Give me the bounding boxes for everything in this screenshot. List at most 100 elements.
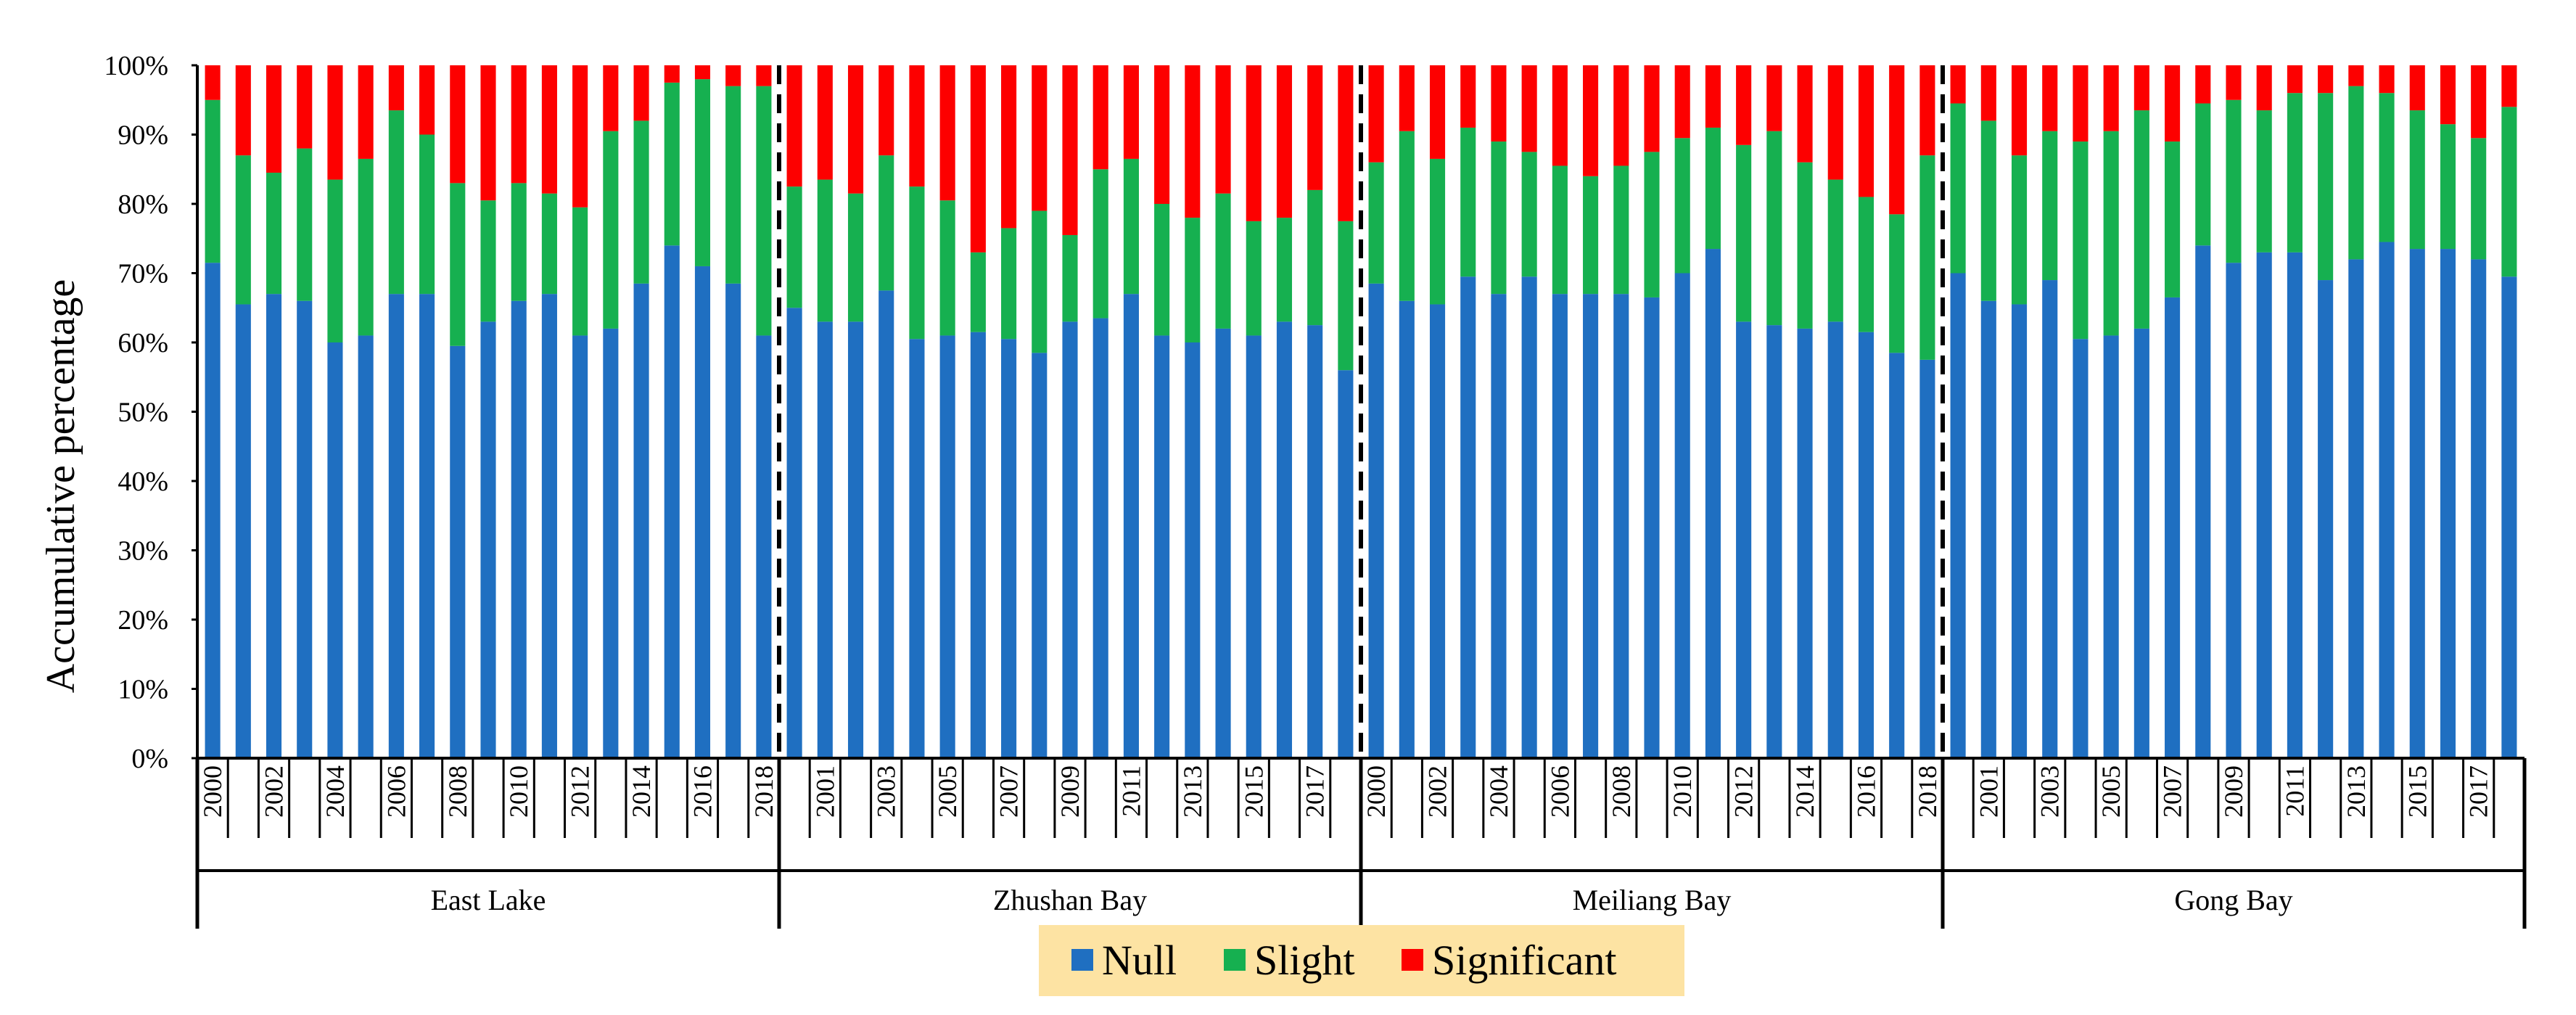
- bar-slight: [1123, 158, 1139, 295]
- bar-slight: [2318, 93, 2334, 281]
- bar-null: [572, 335, 588, 758]
- bar-significant: [909, 65, 925, 187]
- bar-null: [1613, 294, 1629, 758]
- bar-null: [2133, 328, 2149, 758]
- bar-slight: [970, 252, 986, 332]
- bar-slight: [2409, 110, 2425, 250]
- bar-slight: [450, 183, 466, 346]
- x-tick-label: 2001: [810, 765, 839, 818]
- bar-null: [1368, 283, 1384, 758]
- y-tick-label: 90%: [118, 120, 168, 151]
- bar-slight: [2011, 155, 2028, 305]
- bar-significant: [1399, 65, 1415, 131]
- bar-significant: [205, 65, 221, 100]
- bar-slight: [327, 179, 343, 342]
- bar-slight: [1889, 214, 1905, 353]
- bar-null: [1276, 321, 1293, 759]
- bar-slight: [419, 134, 435, 295]
- x-tick-label: 2009: [2219, 765, 2248, 818]
- bar-null: [939, 335, 955, 758]
- y-tick-label: 80%: [118, 189, 168, 220]
- bar-null: [1491, 294, 1507, 758]
- x-tick-label: 2008: [1607, 765, 1636, 818]
- bar-slight: [909, 186, 925, 340]
- x-tick-label: 2014: [627, 765, 656, 818]
- bar-slight: [2256, 110, 2272, 252]
- bar-null: [2011, 304, 2028, 759]
- bar-significant: [2073, 65, 2089, 142]
- bar-significant: [2133, 65, 2149, 111]
- bar-slight: [817, 179, 833, 322]
- bar-slight: [2471, 138, 2487, 260]
- bar-null: [1766, 325, 1782, 758]
- bar-null: [511, 300, 527, 758]
- bar-slight: [1613, 165, 1629, 295]
- bar-null: [1429, 304, 1446, 759]
- bar-null: [1950, 273, 1966, 758]
- bar-significant: [970, 65, 986, 252]
- y-tick-label: 40%: [118, 467, 168, 497]
- bar-slight: [1980, 120, 1996, 301]
- bar-slight: [1644, 152, 1660, 297]
- bar-null: [847, 321, 864, 759]
- bar-null: [205, 263, 221, 758]
- bar-null: [2042, 280, 2058, 758]
- bar-significant: [633, 65, 649, 121]
- bar-significant: [2195, 65, 2211, 104]
- x-tick-label: 2006: [382, 765, 411, 818]
- bar-null: [450, 345, 466, 758]
- bar-significant: [1613, 65, 1629, 166]
- region-labels: East Lake Zhushan Bay Meiliang Bay Gong Bay: [431, 884, 2293, 916]
- bar-null: [756, 335, 772, 758]
- bar-significant: [2165, 65, 2181, 142]
- bar-significant: [2501, 65, 2517, 107]
- x-tick-label: 2008: [443, 765, 472, 818]
- bar-null: [235, 304, 251, 759]
- bar-significant: [2409, 65, 2425, 111]
- bar-significant: [572, 65, 588, 207]
- bar-null: [725, 283, 741, 758]
- bar-null: [1032, 353, 1048, 758]
- y-tick-label: 100%: [104, 51, 168, 81]
- bar-slight: [1185, 218, 1201, 342]
- x-tick-label: 2016: [688, 765, 717, 818]
- bar-slight: [1062, 234, 1078, 322]
- bar-significant: [603, 65, 619, 131]
- bar-slight: [603, 131, 619, 329]
- x-tick-label: 2006: [1545, 765, 1574, 818]
- bar-significant: [1062, 65, 1078, 235]
- bar-slight: [1460, 127, 1476, 277]
- bar-null: [1919, 359, 1935, 758]
- bar-slight: [205, 99, 221, 263]
- bar-null: [1644, 297, 1660, 758]
- bar-null: [1705, 249, 1721, 758]
- region-label: East Lake: [431, 884, 546, 916]
- x-tick-label: 2011: [1116, 765, 1145, 817]
- x-tick-label: 2016: [1851, 765, 1880, 818]
- bar-significant: [1736, 65, 1752, 145]
- bar-significant: [2103, 65, 2119, 131]
- bar-significant: [266, 65, 282, 173]
- legend-label: Significant: [1432, 937, 1617, 984]
- bar-significant: [1919, 65, 1935, 156]
- bar-significant: [1797, 65, 1813, 163]
- x-tick-label: 2012: [566, 765, 595, 818]
- bar-null: [388, 294, 404, 758]
- bar-significant: [1521, 65, 1537, 152]
- bar-null: [1215, 328, 1231, 758]
- bar-significant: [1858, 65, 1875, 197]
- bar-significant: [1705, 65, 1721, 128]
- bar-null: [2287, 252, 2303, 759]
- bar-slight: [2195, 103, 2211, 246]
- bar-slight: [1827, 179, 1843, 322]
- bar-significant: [2440, 65, 2456, 125]
- bar-significant: [1215, 65, 1231, 194]
- bar-null: [1552, 294, 1568, 758]
- x-tick-label: 2012: [1729, 765, 1758, 818]
- region-label: Meiliang Bay: [1573, 884, 1732, 916]
- bar-significant: [2287, 65, 2303, 94]
- bar-slight: [1950, 103, 1966, 274]
- bar-slight: [1399, 131, 1415, 301]
- bar-slight: [235, 155, 251, 305]
